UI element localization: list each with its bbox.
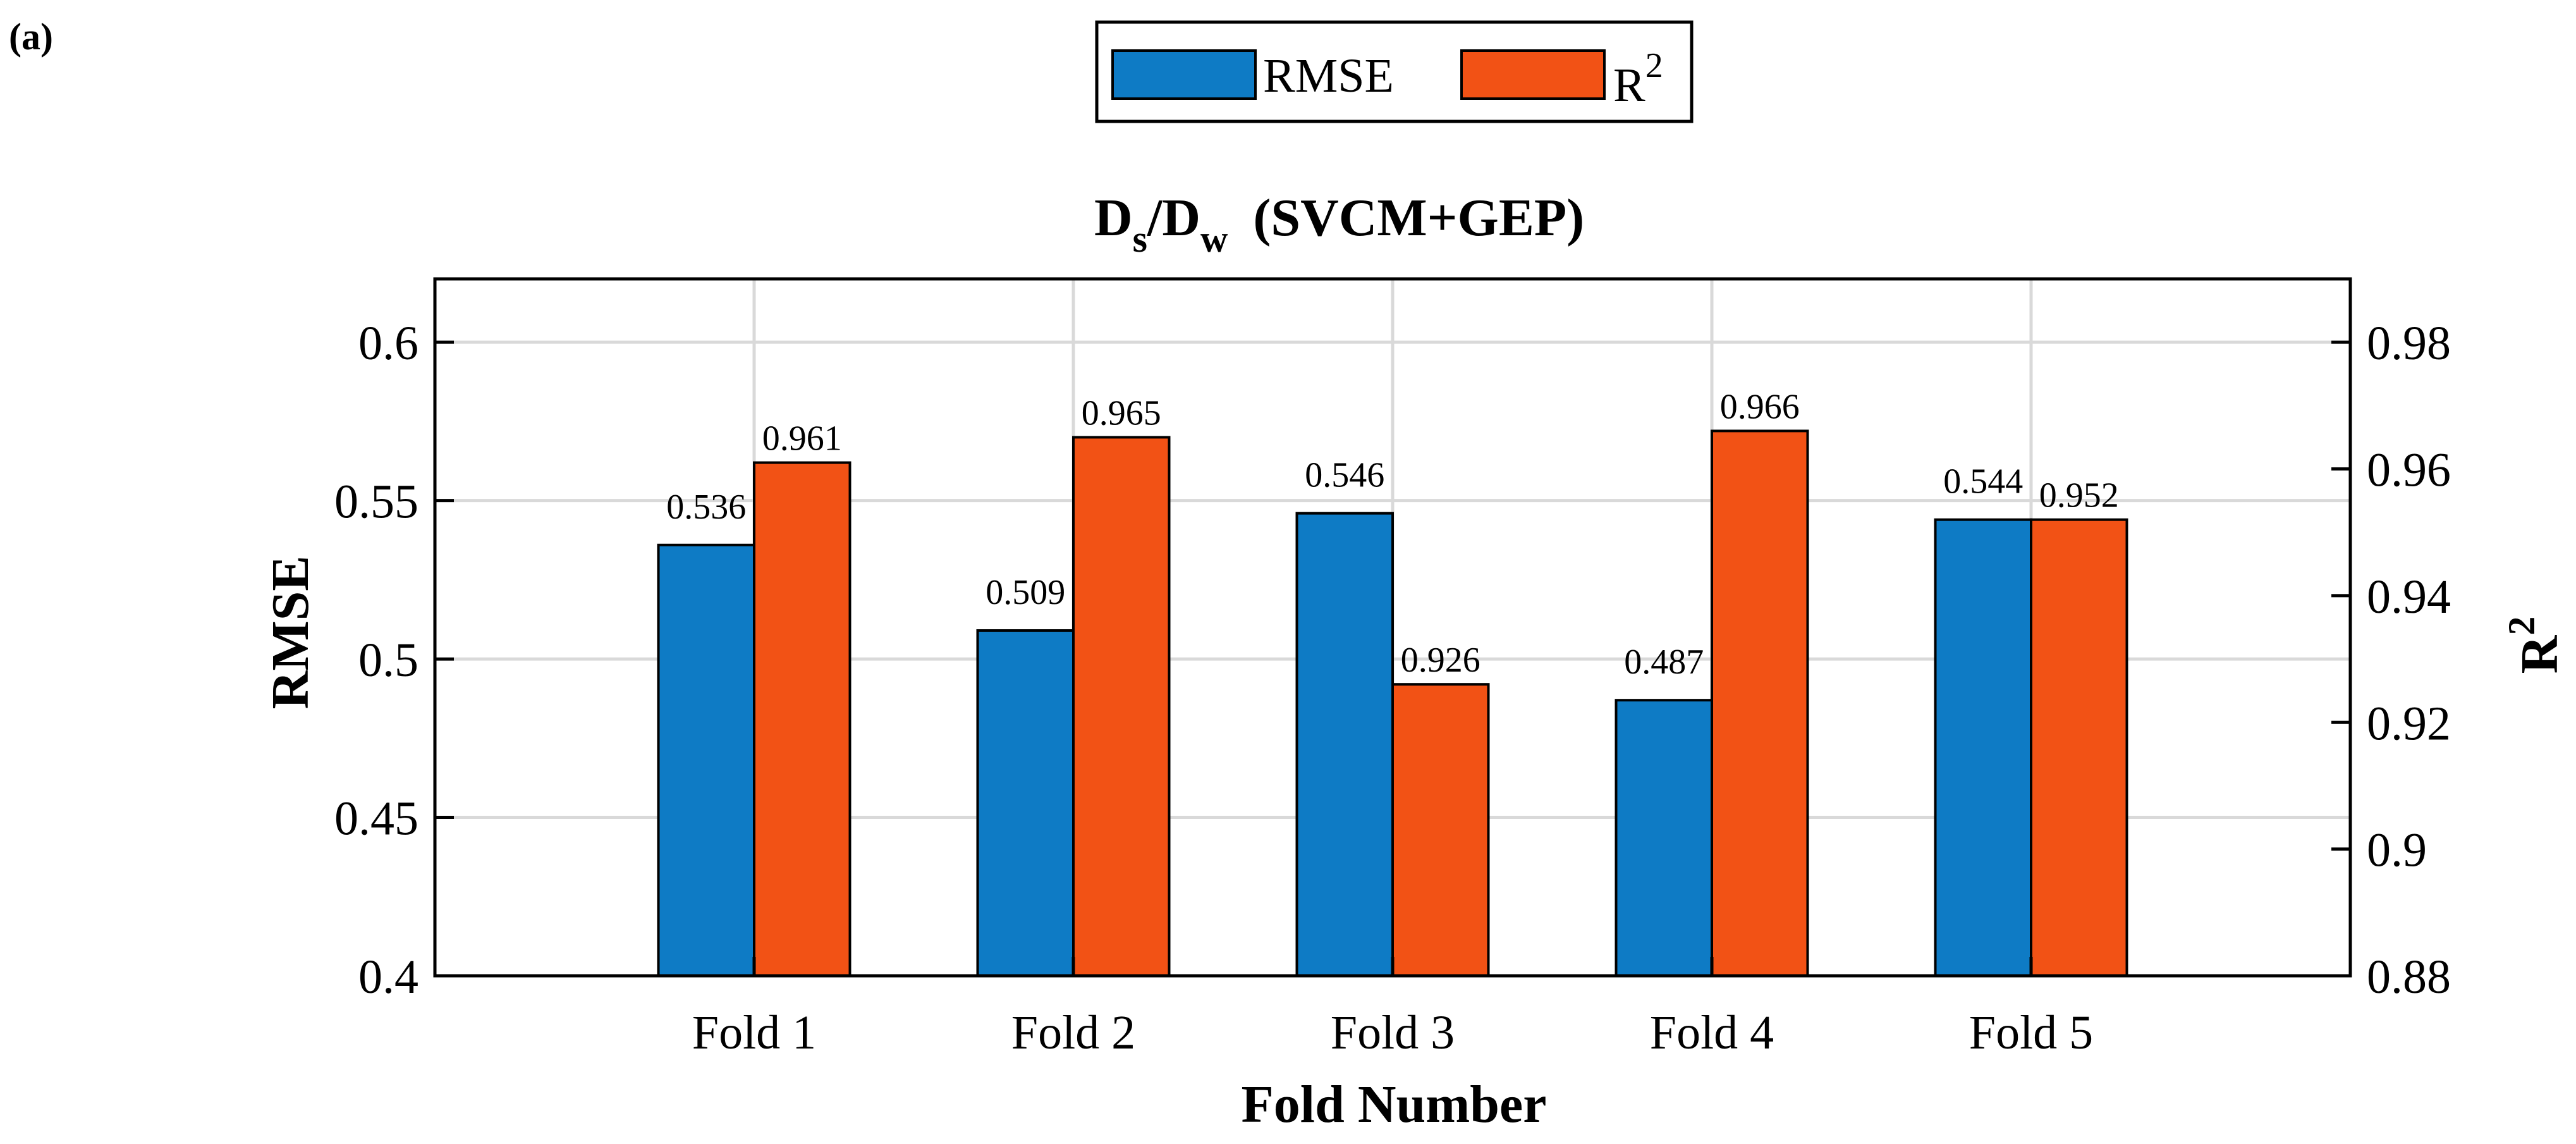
tick-layer: 0.4 0.45 0.5 0.55 0.6 0.88 0.9 0.92 0.94 0.96 0.98… xyxy=(334,317,2451,1059)
y-right-tick-label: 0.88 xyxy=(2367,950,2451,1004)
data-label-rmse: 0.487 xyxy=(1624,643,1704,682)
x-tick-label: Fold 4 xyxy=(1650,1006,1774,1059)
legend-label-rmse: RMSE xyxy=(1263,49,1394,102)
bar-r2 xyxy=(2030,518,2128,977)
y-axis-right-title: R2 xyxy=(2501,617,2569,674)
legend: RMSE R2 xyxy=(1095,20,1694,123)
bar-rmse xyxy=(1295,512,1394,977)
y-left-tick-label: 0.55 xyxy=(334,476,418,529)
legend-label-r2-sup: 2 xyxy=(1645,46,1663,85)
chart-title: Ds/Dw (SVCM+GEP) xyxy=(1094,188,1584,260)
bar-r2 xyxy=(753,461,852,977)
bar-r2 xyxy=(1711,429,1809,977)
y-left-tick-label: 0.4 xyxy=(358,950,418,1004)
legend-label-r2-base: R xyxy=(1613,59,1645,112)
legend-label-r2: R2 xyxy=(1613,46,1663,112)
y-left-tick-label: 0.6 xyxy=(358,317,418,370)
y-right-tick-label: 0.9 xyxy=(2367,824,2427,877)
data-label-rmse: 0.546 xyxy=(1305,456,1384,495)
x-tick-label: Fold 3 xyxy=(1331,1006,1455,1059)
y-right-tick-label: 0.92 xyxy=(2367,697,2451,750)
legend-swatch-rmse xyxy=(1111,49,1257,100)
y-axis-left-title: RMSE xyxy=(261,556,320,710)
y-left-tick-label: 0.5 xyxy=(358,634,418,687)
title-rest: (SVCM+GEP) xyxy=(1253,188,1584,247)
title-d1: D xyxy=(1094,188,1133,247)
data-label-r2: 0.965 xyxy=(1082,393,1161,433)
title-sub1: s xyxy=(1133,218,1147,260)
data-label-r2: 0.961 xyxy=(762,419,842,458)
bar-layer xyxy=(657,429,2128,978)
legend-swatch-r2 xyxy=(1460,49,1606,100)
data-label-rmse: 0.544 xyxy=(1943,462,2023,501)
data-label-r2: 0.966 xyxy=(1720,387,1800,426)
bar-rmse xyxy=(657,543,755,977)
y-axis-right-title-base: R xyxy=(2510,634,2569,673)
y-axis-right-title-sup: 2 xyxy=(2501,617,2542,636)
y-left-tick-label: 0.45 xyxy=(334,792,418,846)
data-label-rmse: 0.509 xyxy=(986,573,1065,612)
bar-rmse xyxy=(976,629,1075,977)
x-axis-title: Fold Number xyxy=(1242,1075,1547,1134)
bar-r2 xyxy=(1391,683,1490,978)
bar-rmse xyxy=(1934,518,2032,977)
title-sub2: w xyxy=(1200,218,1228,260)
x-tick-label: Fold 2 xyxy=(1011,1006,1135,1059)
panel-label: (a) xyxy=(9,16,53,58)
data-label-layer: 0.536 0.961 0.509 0.965 0.546 0.926 0.487 0.966… xyxy=(666,387,2119,682)
x-tick-label: Fold 5 xyxy=(1969,1006,2093,1059)
data-label-r2: 0.952 xyxy=(2039,476,2119,515)
bar-r2 xyxy=(1072,436,1171,977)
bar-rmse xyxy=(1615,699,1713,978)
data-label-rmse: 0.536 xyxy=(666,488,746,527)
x-tick-label: Fold 1 xyxy=(692,1006,816,1059)
data-label-r2: 0.926 xyxy=(1401,641,1480,680)
y-right-tick-label: 0.96 xyxy=(2367,444,2451,497)
y-right-tick-label: 0.94 xyxy=(2367,570,2451,624)
y-right-tick-label: 0.98 xyxy=(2367,317,2451,370)
title-slash: /D xyxy=(1147,188,1200,247)
